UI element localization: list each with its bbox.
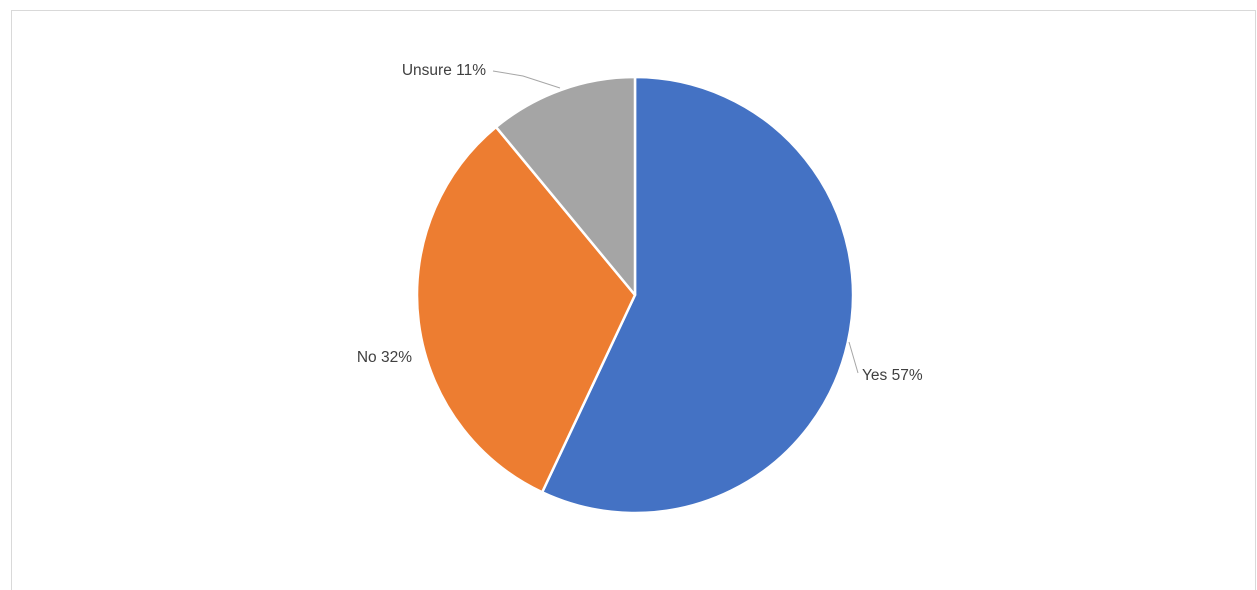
data-labels: Yes 57% No 32% Unsure 11% [357,62,923,384]
data-label-yes: Yes 57% [862,367,923,384]
pie-slice-no [415,125,637,494]
leader-line-yes [848,341,859,374]
pie-slice-yes [540,75,855,515]
leader-lines [492,70,859,374]
leader-line-unsure [492,70,561,89]
pie-chart: Yes 57% No 32% Unsure 11% [357,62,923,515]
data-label-unsure: Unsure 11% [402,62,486,79]
data-label-no: No 32% [357,349,412,366]
pie-slices [415,75,855,515]
pie-slice-unsure [494,75,637,297]
